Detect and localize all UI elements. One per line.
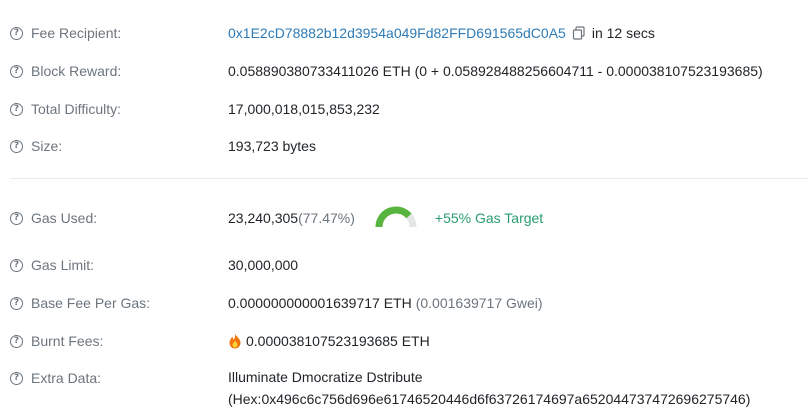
size-row: ? Size: 193,723 bytes xyxy=(0,134,808,158)
gas-limit-label: Gas Limit: xyxy=(31,257,95,273)
gas-used-percent: (77.47%) xyxy=(298,210,355,226)
base-fee-label-wrap: ? Base Fee Per Gas: xyxy=(10,291,150,315)
base-fee-eth: 0.000000000001639717 ETH xyxy=(228,295,412,311)
question-circle-icon[interactable]: ? xyxy=(10,64,23,78)
extra-data-hex: (Hex:0x496c6c756d696e61746520446d6f63726… xyxy=(228,391,751,407)
base-fee-value: 0.000000000001639717 ETH (0.001639717 Gw… xyxy=(228,291,543,315)
question-circle-icon[interactable]: ? xyxy=(10,296,23,310)
fee-recipient-row: ? Fee Recipient: 0x1E2cD78882b12d3954a04… xyxy=(0,21,808,45)
total-difficulty-label: Total Difficulty: xyxy=(31,101,121,117)
extra-data-row: ? Extra Data: Illuminate Dmocratize Dstr… xyxy=(0,366,808,412)
gas-limit-row: ? Gas Limit: 30,000,000 xyxy=(0,253,808,277)
gas-limit-value: 30,000,000 xyxy=(228,257,299,273)
flame-icon xyxy=(228,333,242,349)
question-circle-icon[interactable]: ? xyxy=(10,26,23,40)
total-difficulty-value: 17,000,018,015,853,232 xyxy=(228,101,380,117)
base-fee-gwei: (0.001639717 Gwei) xyxy=(415,295,543,311)
total-difficulty-row: ? Total Difficulty: 17,000,018,015,853,2… xyxy=(0,97,808,121)
gas-used-value: 23,240,305 (77.47%) +55% Gas Target xyxy=(228,206,543,230)
gas-used-label: Gas Used: xyxy=(31,210,98,226)
question-circle-icon[interactable]: ? xyxy=(10,211,23,225)
question-circle-icon[interactable]: ? xyxy=(10,102,23,116)
gas-used-label-wrap: ? Gas Used: xyxy=(10,206,97,230)
fee-recipient-address-link[interactable]: 0x1E2cD78882b12d3954a049Fd82FFD691565dC0… xyxy=(228,25,566,41)
fee-recipient-label-wrap: ? Fee Recipient: xyxy=(10,21,121,45)
base-fee-row: ? Base Fee Per Gas: 0.000000000001639717… xyxy=(0,291,808,315)
gas-used-row: ? Gas Used: 23,240,305 (77.47%) +55% Gas… xyxy=(0,206,808,230)
block-reward-row: ? Block Reward: 0.058890380733411026 ETH… xyxy=(0,59,808,83)
size-label: Size: xyxy=(31,138,63,154)
base-fee-label: Base Fee Per Gas: xyxy=(31,295,151,311)
copy-icon[interactable] xyxy=(572,26,586,40)
burnt-fees-row: ? Burnt Fees: 0.000038107523193685 ETH xyxy=(0,329,808,353)
extra-data-label: Extra Data: xyxy=(31,370,102,386)
fee-recipient-time: in 12 secs xyxy=(591,25,655,41)
total-difficulty-label-wrap: ? Total Difficulty: xyxy=(10,97,121,121)
fee-recipient-value: 0x1E2cD78882b12d3954a049Fd82FFD691565dC0… xyxy=(228,21,655,45)
burnt-fees-label: Burnt Fees: xyxy=(31,333,104,349)
question-circle-icon[interactable]: ? xyxy=(10,334,23,348)
burnt-fees-amount: 0.000038107523193685 ETH xyxy=(246,333,430,349)
gas-used-amount: 23,240,305 xyxy=(228,210,299,226)
gauge-icon xyxy=(375,206,417,230)
gas-limit-label-wrap: ? Gas Limit: xyxy=(10,253,94,277)
question-circle-icon[interactable]: ? xyxy=(10,258,23,272)
extra-data-label-wrap: ? Extra Data: xyxy=(10,366,101,390)
size-value: 193,723 bytes xyxy=(228,138,316,154)
burnt-fees-value: 0.000038107523193685 ETH xyxy=(228,329,430,353)
size-label-wrap: ? Size: xyxy=(10,134,62,158)
extra-data-text: Illuminate Dmocratize Dstribute xyxy=(228,369,423,385)
extra-data-value: Illuminate Dmocratize Dstribute (Hex:0x4… xyxy=(228,366,750,410)
question-circle-icon[interactable]: ? xyxy=(10,139,23,153)
question-circle-icon[interactable]: ? xyxy=(10,371,23,385)
gas-target-indicator: +55% Gas Target xyxy=(434,210,544,226)
block-reward-label: Block Reward: xyxy=(31,63,122,79)
fee-recipient-label: Fee Recipient: xyxy=(31,25,122,41)
section-divider xyxy=(10,178,808,179)
block-reward-label-wrap: ? Block Reward: xyxy=(10,59,121,83)
block-reward-value: 0.058890380733411026 ETH (0 + 0.05892848… xyxy=(228,63,763,79)
burnt-fees-label-wrap: ? Burnt Fees: xyxy=(10,329,103,353)
